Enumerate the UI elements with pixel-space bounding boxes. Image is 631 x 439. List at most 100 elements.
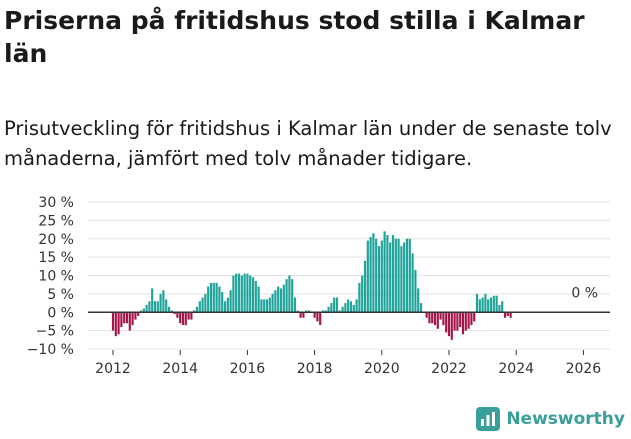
chart-title: Priserna på fritidshus stod stilla i Kal… (4, 6, 585, 68)
bar (405, 238, 409, 313)
bar (293, 297, 297, 313)
bar (324, 310, 327, 313)
bar (461, 312, 465, 335)
brand-name: Newsworthy (506, 409, 625, 429)
bar (282, 284, 285, 313)
bar (445, 312, 448, 333)
bar (162, 290, 165, 313)
bar (111, 312, 115, 331)
bar (498, 304, 501, 313)
bar (436, 312, 439, 329)
bar (128, 312, 131, 331)
annotations: 0 % (571, 285, 598, 301)
bar (316, 312, 319, 322)
bar (375, 238, 378, 313)
bar (389, 242, 392, 313)
bar (321, 310, 325, 313)
bar (215, 282, 218, 313)
bar (450, 312, 453, 340)
bar (190, 312, 193, 320)
bar (285, 279, 288, 313)
y-tick-label: 20 % (38, 232, 74, 248)
bar (355, 299, 358, 313)
bar (165, 299, 168, 313)
bar (179, 312, 182, 324)
bar (487, 299, 490, 313)
bar (307, 310, 311, 313)
bar (344, 303, 347, 313)
bar (411, 253, 414, 313)
y-tick-label: 5 % (47, 287, 74, 303)
bar (492, 295, 495, 313)
bar (419, 303, 423, 313)
bar (134, 312, 137, 320)
bar (226, 297, 229, 313)
bar (473, 312, 476, 322)
bar (383, 231, 386, 313)
newsworthy-brand: Newsworthy (476, 407, 625, 431)
bar (394, 238, 397, 313)
bar (268, 297, 271, 313)
x-tick-label: 2016 (230, 361, 266, 377)
bar (274, 290, 277, 313)
x-tick-label: 2026 (566, 361, 602, 377)
bar (501, 301, 504, 313)
newsworthy-logo-icon (476, 407, 501, 431)
bar (296, 310, 299, 313)
bar (251, 277, 255, 313)
y-tick-label: −5 % (36, 324, 74, 340)
x-tick-label: 2022 (431, 361, 467, 377)
bar (425, 312, 428, 318)
bar (330, 303, 333, 313)
bar (232, 275, 235, 313)
bar (198, 301, 201, 313)
bar (459, 312, 462, 327)
bar (305, 310, 308, 313)
bar (131, 312, 134, 326)
bar (159, 293, 162, 313)
bar (338, 310, 341, 313)
bar (120, 312, 123, 327)
bar (265, 299, 269, 313)
bar (453, 312, 456, 331)
x-tick-label: 2012 (95, 361, 131, 377)
bar (335, 297, 339, 313)
bar (408, 238, 411, 313)
bar (470, 312, 473, 326)
y-tick-label: 25 % (38, 213, 74, 229)
bar-chart: −10 % −5 % 0 % 5 % 10 % 15 % 20 % 25 % 30 % 2012… (27, 195, 610, 377)
bar (195, 306, 199, 313)
y-tick-label: 0 % (47, 305, 74, 321)
y-axis-labels: −10 % −5 % 0 % 5 % 10 % 15 % 20 % 25 % 30 % (27, 195, 74, 358)
bar (464, 312, 467, 331)
bar (209, 282, 213, 313)
gridlines (88, 201, 610, 350)
bar (467, 312, 470, 329)
bar (235, 273, 238, 313)
bar (218, 286, 221, 313)
bar (151, 288, 154, 313)
bar (201, 297, 204, 313)
bar (372, 233, 375, 313)
bar (246, 273, 249, 313)
bar (391, 235, 395, 313)
bar (145, 304, 148, 313)
bar (433, 312, 437, 326)
x-tick-label: 2018 (297, 361, 333, 377)
bar (148, 301, 151, 313)
bar (279, 288, 283, 313)
x-tick-label: 2024 (498, 361, 534, 377)
bar (400, 246, 403, 313)
bar (302, 312, 305, 318)
bar (142, 308, 145, 313)
bar (114, 312, 117, 337)
bar (386, 235, 389, 313)
bar (229, 290, 232, 313)
y-tick-label: 15 % (38, 250, 74, 266)
bar (456, 312, 459, 331)
bar (237, 273, 241, 313)
bar (181, 312, 185, 326)
bar (153, 301, 157, 313)
bar (260, 299, 263, 313)
bar (137, 312, 140, 316)
